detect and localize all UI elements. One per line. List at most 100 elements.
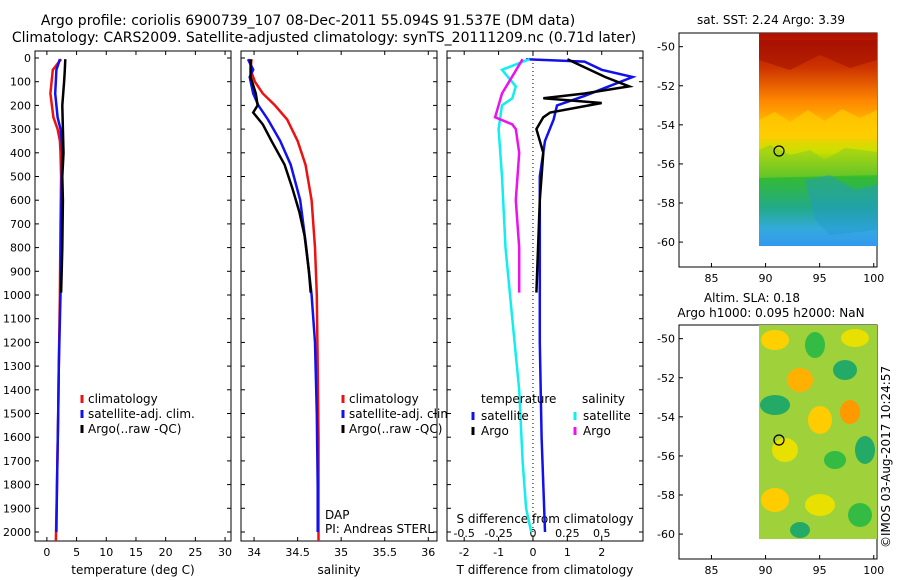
y-tick-label: 1500 [3, 408, 31, 421]
series-line-satellite-adj-clim [246, 58, 319, 532]
series-line-argo-raw-qc [59, 59, 67, 293]
legend-label: climatology [88, 392, 158, 406]
y-tick-label: 500 [10, 171, 31, 184]
y-tick-label: 300 [10, 123, 31, 136]
annotation-dap: DAP [325, 508, 349, 522]
series-line-climatology [249, 59, 320, 541]
x-tick-label: 20 [159, 546, 173, 559]
y-tick-label: 1100 [3, 313, 31, 326]
series-line-s-argo [493, 58, 524, 293]
map-y-tick-label: -52 [657, 80, 675, 93]
argo-location-marker [773, 434, 785, 446]
legend-label: satellite [583, 409, 631, 423]
legend-label: satellite-adj. clim. [349, 407, 456, 421]
map-x-tick-label: 100 [863, 564, 884, 577]
sla-map-title-line-2: Argo h1000: 0.095 h2000: NaN [677, 306, 864, 320]
plot-frame [34, 50, 232, 542]
y-tick-label: 1000 [3, 289, 31, 302]
plot-frame [446, 50, 644, 542]
x-tick-label: 34 [247, 546, 261, 559]
title-line-2: Climatology: CARS2009. Satellite-adjuste… [12, 30, 636, 46]
x-tick-label-salinity: -0.5 [453, 527, 474, 540]
sla-map: Altim. SLA: 0.18 Argo h1000: 0.095 h2000… [657, 291, 884, 577]
sla-field [759, 325, 877, 539]
sla-map-title-line-1: Altim. SLA: 0.18 [704, 291, 800, 305]
series-line-t-argo [535, 58, 634, 293]
x-tick-label: -2 [459, 546, 470, 559]
series-line-s-satellite [497, 58, 533, 533]
temperature-panel: 0100200300400500600700800900100011001200… [3, 50, 232, 577]
map-y-tick-label: -58 [657, 489, 675, 502]
map-x-tick-label: 95 [813, 564, 827, 577]
y-tick-label: 1200 [3, 336, 31, 349]
map-x-tick-label: 85 [704, 272, 718, 285]
map-y-tick-label: -56 [657, 450, 675, 463]
x-tick-label-salinity: 0 [529, 527, 536, 540]
map-x-tick-label: 90 [759, 272, 773, 285]
x-tick-label: 15 [129, 546, 143, 559]
sst-field [759, 33, 877, 246]
x-tick-label: 35 [334, 546, 348, 559]
map-y-tick-label: -52 [657, 372, 675, 385]
map-y-tick-label: -54 [657, 119, 675, 132]
y-tick-label: 800 [10, 242, 31, 255]
y-tick-label: 2000 [3, 526, 31, 539]
plot-frame [240, 50, 438, 542]
y-tick-label: 400 [10, 147, 31, 160]
y-tick-label: 200 [10, 99, 31, 112]
series-line-argo-raw-qc [249, 59, 312, 293]
x-tick-label: 5 [73, 546, 80, 559]
x-tick-label: 0 [529, 546, 536, 559]
legend-label: Argo(..raw -QC) [88, 422, 181, 436]
map-y-tick-label: -58 [657, 197, 675, 210]
map-y-tick-label: -60 [657, 528, 675, 541]
legend-title-temperature: temperature [481, 392, 556, 406]
legend-label: climatology [349, 392, 419, 406]
map-x-tick-label: 95 [813, 272, 827, 285]
y-tick-label: 1400 [3, 384, 31, 397]
x-tick-label: 34.5 [285, 546, 310, 559]
y-tick-label: 0 [24, 52, 31, 65]
legend-label: Argo [481, 424, 509, 438]
y-tick-label: 100 [10, 76, 31, 89]
annotation-pi: PI: Andreas STERL [325, 522, 434, 536]
x-tick-label: 2 [598, 546, 605, 559]
map-x-tick-label: 90 [759, 564, 773, 577]
y-tick-label: 600 [10, 194, 31, 207]
x-tick-label: -1 [493, 546, 504, 559]
map-y-tick-label: -60 [657, 236, 675, 249]
x-axis-label: T difference from climatology [456, 563, 634, 577]
map-y-tick-label: -56 [657, 158, 675, 171]
x-tick-label-salinity: 0.5 [593, 527, 611, 540]
salinity-panel: 34 34.5 35 35.5 36 salinity climatologysatelli… [240, 50, 456, 577]
title-line-1: Argo profile: coriolis 6900739_107 08-De… [41, 13, 575, 29]
map-x-tick-label: 85 [704, 564, 718, 577]
y-tick-label: 1300 [3, 360, 31, 373]
y-tick-label: 1900 [3, 502, 31, 515]
legend-label: Argo [583, 424, 611, 438]
x-axis-label: salinity [317, 563, 360, 577]
map-y-tick-label: -50 [657, 41, 675, 54]
y-tick-label: 1700 [3, 455, 31, 468]
y-tick-label: 900 [10, 265, 31, 278]
legend-label: satellite [481, 409, 529, 423]
x-tick-label: 0 [43, 546, 50, 559]
y-tick-label: 700 [10, 218, 31, 231]
map-x-tick-label: 100 [863, 272, 884, 285]
imos-timestamp: ©IMOS 03-Aug-2017 10:24:57 [879, 366, 893, 548]
x-tick-label: 1 [564, 546, 571, 559]
x-tick-label: 25 [188, 546, 202, 559]
y-tick-label: 1800 [3, 479, 31, 492]
legend-title-salinity: salinity [582, 392, 625, 406]
y-tick-label: 1600 [3, 431, 31, 444]
legend-label: satellite-adj. clim. [88, 407, 195, 421]
difference-panel: -2 -1 0 1 2-0.5 -0.25 0 0.25 0.5S difference fro… [446, 50, 644, 577]
x-tick-label: 10 [99, 546, 113, 559]
sst-map: sat. SST: 2.24 Argo: 3.39 85 90 95 100 -50 -5… [657, 13, 884, 285]
x-tick-label: 35.5 [372, 546, 397, 559]
x-tick-label: 30 [218, 546, 232, 559]
x-tick-label: 36 [421, 546, 435, 559]
x-tick-label-salinity: 0.25 [555, 527, 580, 540]
map-y-tick-label: -50 [657, 333, 675, 346]
